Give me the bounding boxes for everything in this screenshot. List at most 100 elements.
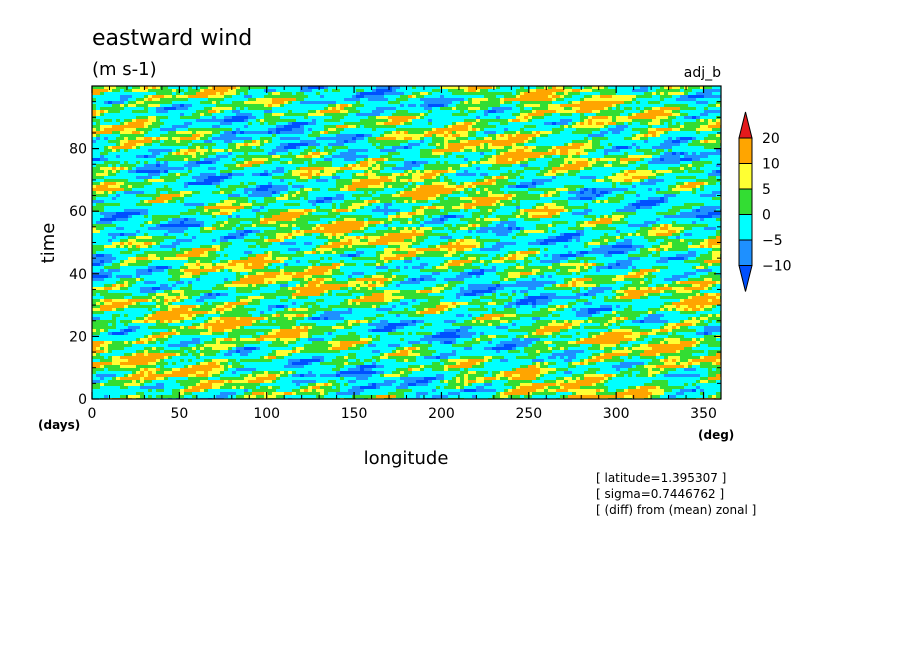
heatmap-cell <box>484 170 489 174</box>
heatmap-cell <box>196 152 201 156</box>
heatmap-cell <box>616 176 621 180</box>
heatmap-cell <box>396 107 401 111</box>
heatmap-cell <box>372 95 377 99</box>
heatmap-cell <box>600 86 605 90</box>
heatmap-cell <box>524 167 529 171</box>
heatmap-cell <box>508 128 513 132</box>
heatmap-cell <box>376 89 381 93</box>
heatmap-cell <box>432 89 437 93</box>
heatmap-cell <box>120 101 125 105</box>
heatmap-cell <box>188 110 193 114</box>
heatmap-cell <box>588 131 593 135</box>
heatmap-cell <box>676 176 681 180</box>
heatmap-cell <box>584 152 589 156</box>
heatmap-cell <box>256 128 261 132</box>
heatmap-cell <box>500 167 505 171</box>
heatmap-cell <box>684 104 689 108</box>
heatmap-cell <box>552 176 557 180</box>
heatmap-cell <box>652 95 657 99</box>
heatmap-cell <box>336 158 341 162</box>
heatmap-cell <box>128 98 133 102</box>
heatmap-cell <box>640 173 645 177</box>
heatmap-cell <box>156 149 161 153</box>
heatmap-cell <box>688 140 693 144</box>
heatmap-cell <box>120 92 125 96</box>
heatmap-cell <box>100 146 105 150</box>
heatmap-cell <box>620 134 625 138</box>
heatmap-cell <box>592 167 597 171</box>
heatmap-cell <box>520 89 525 93</box>
heatmap-cell <box>284 170 289 174</box>
heatmap-cell <box>336 164 341 168</box>
heatmap-cell <box>212 152 217 156</box>
heatmap-cell <box>612 134 617 138</box>
heatmap-cell <box>204 137 209 141</box>
heatmap-cell <box>608 92 613 96</box>
heatmap-cell <box>308 128 313 132</box>
heatmap-cell <box>468 167 473 171</box>
heatmap-cell <box>104 122 109 126</box>
heatmap-cell <box>668 92 673 96</box>
heatmap-cell <box>428 101 433 105</box>
heatmap-cell <box>180 140 185 144</box>
heatmap-cell <box>564 116 569 120</box>
heatmap-cell <box>164 119 169 123</box>
heatmap-cell <box>696 149 701 153</box>
heatmap-cell <box>612 146 617 150</box>
heatmap-cell <box>488 161 493 165</box>
heatmap-cell <box>140 89 145 93</box>
heatmap-cell <box>280 134 285 138</box>
heatmap-cell <box>648 152 653 156</box>
heatmap-cell <box>588 164 593 168</box>
heatmap-cell <box>488 170 493 174</box>
heatmap-cell <box>596 161 601 165</box>
heatmap-cell <box>392 107 397 111</box>
heatmap-cell <box>96 101 101 105</box>
heatmap-cell <box>476 149 481 153</box>
heatmap-cell <box>428 98 433 102</box>
heatmap-cell <box>156 95 161 99</box>
heatmap-cell <box>424 137 429 141</box>
heatmap-cell <box>176 116 181 120</box>
heatmap-cell <box>516 95 521 99</box>
heatmap-cell <box>536 92 541 96</box>
heatmap-cell <box>272 179 277 183</box>
heatmap-cell <box>372 167 377 171</box>
heatmap-cell <box>460 161 465 165</box>
heatmap-cell <box>324 125 329 129</box>
heatmap-cell <box>616 131 621 135</box>
heatmap-cell <box>220 98 225 102</box>
heatmap-cell <box>584 98 589 102</box>
heatmap-cell <box>380 95 385 99</box>
heatmap-cell <box>652 158 657 162</box>
heatmap-cell <box>444 125 449 129</box>
heatmap-cell <box>376 95 381 99</box>
heatmap-cell <box>652 173 657 177</box>
heatmap-cell <box>116 167 121 171</box>
heatmap-cell <box>664 170 669 174</box>
heatmap-cell <box>252 98 257 102</box>
heatmap-cell <box>508 107 513 111</box>
heatmap-cell <box>696 173 701 177</box>
heatmap-cell <box>292 134 297 138</box>
heatmap-cell <box>576 140 581 144</box>
heatmap-cell <box>560 131 565 135</box>
heatmap-cell <box>356 179 361 183</box>
heatmap-cell <box>660 128 665 132</box>
heatmap-cell <box>120 167 125 171</box>
heatmap-cell <box>464 125 469 129</box>
heatmap-cell <box>108 146 113 150</box>
heatmap-cell <box>668 116 673 120</box>
heatmap-cell <box>416 113 421 117</box>
heatmap-cell <box>420 131 425 135</box>
heatmap-cell <box>424 113 429 117</box>
heatmap-cell <box>580 173 585 177</box>
heatmap-cell <box>344 143 349 147</box>
heatmap-cell <box>96 122 101 126</box>
heatmap-cell <box>432 128 437 132</box>
heatmap-cell <box>592 92 597 96</box>
heatmap-cell <box>680 125 685 129</box>
heatmap-cell <box>228 104 233 108</box>
heatmap-cell <box>672 155 677 159</box>
